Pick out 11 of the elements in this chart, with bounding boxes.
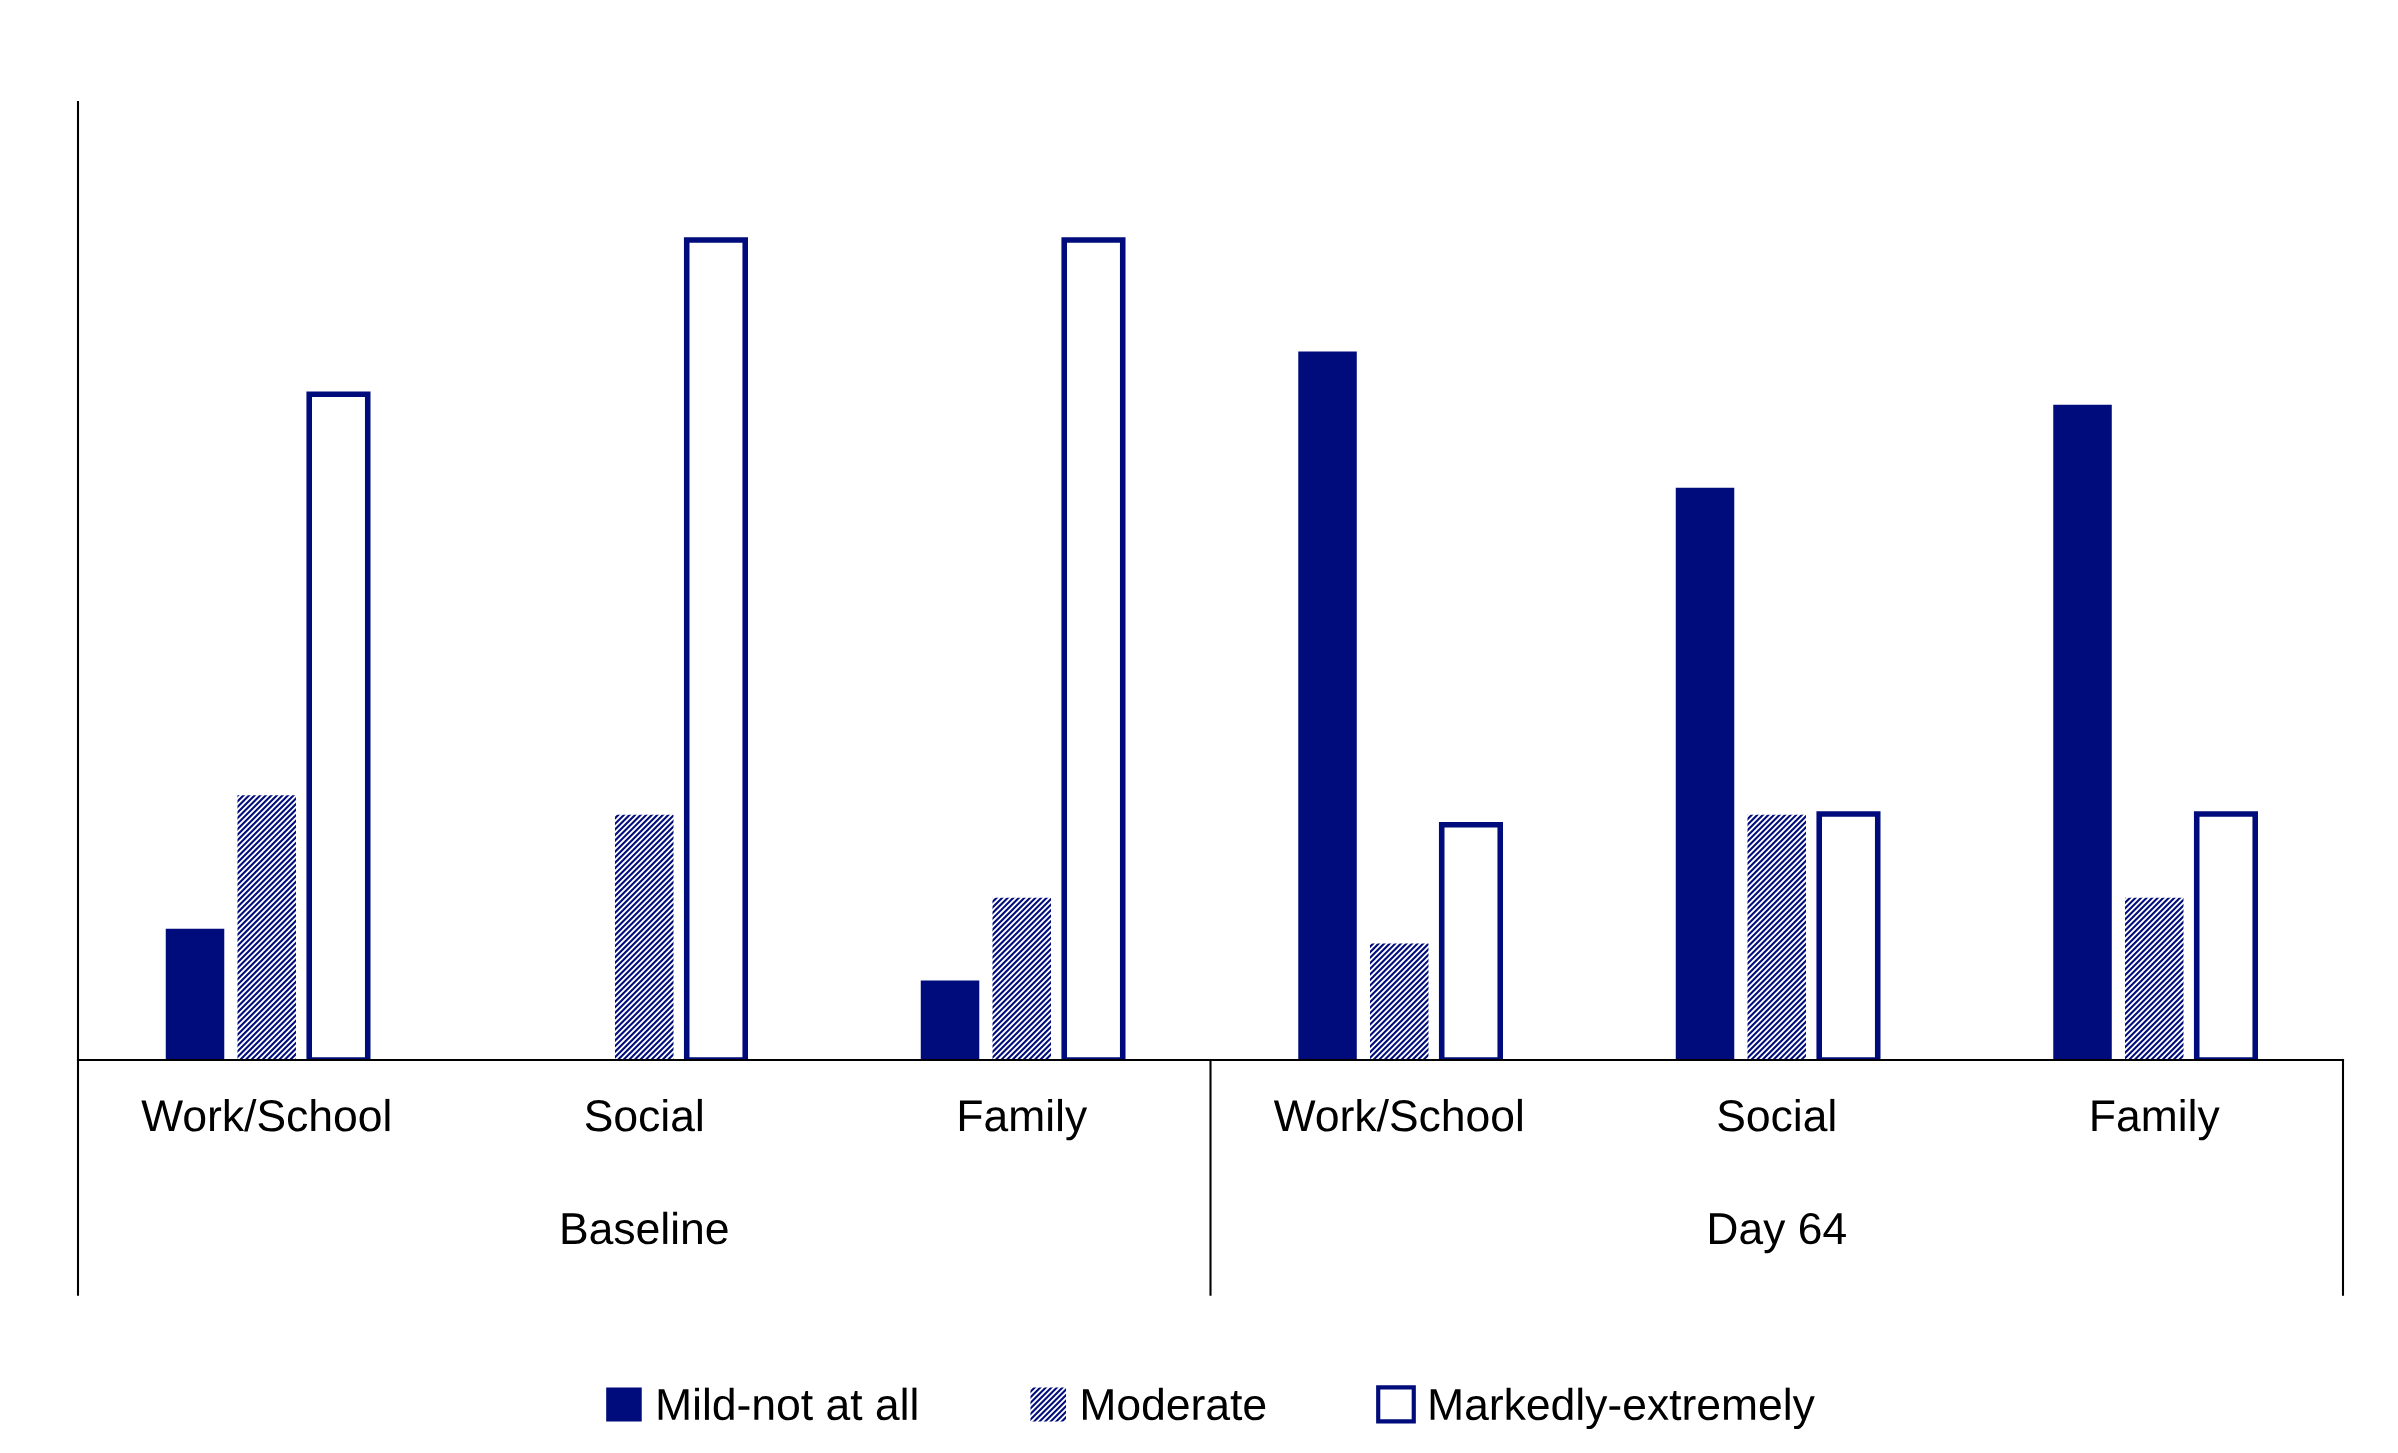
x-tick-label: Work/School <box>1273 1098 1522 1132</box>
x-tick-label: Social <box>585 1098 702 1132</box>
legend-label: Markedly-extremely <box>1430 1387 1815 1430</box>
text: Baseline <box>562 1211 728 1245</box>
x-tick-label: Social <box>1718 1098 1835 1132</box>
text: Day 64 <box>1709 1212 1846 1254</box>
x-tick-label: Family <box>2092 1098 2220 1141</box>
legend-label: Mild-not at all <box>658 1387 917 1421</box>
x-tick-label: Family <box>959 1098 1088 1141</box>
x-tick-label: Work/School <box>141 1098 390 1132</box>
legend-label: Moderate <box>1083 1387 1266 1421</box>
